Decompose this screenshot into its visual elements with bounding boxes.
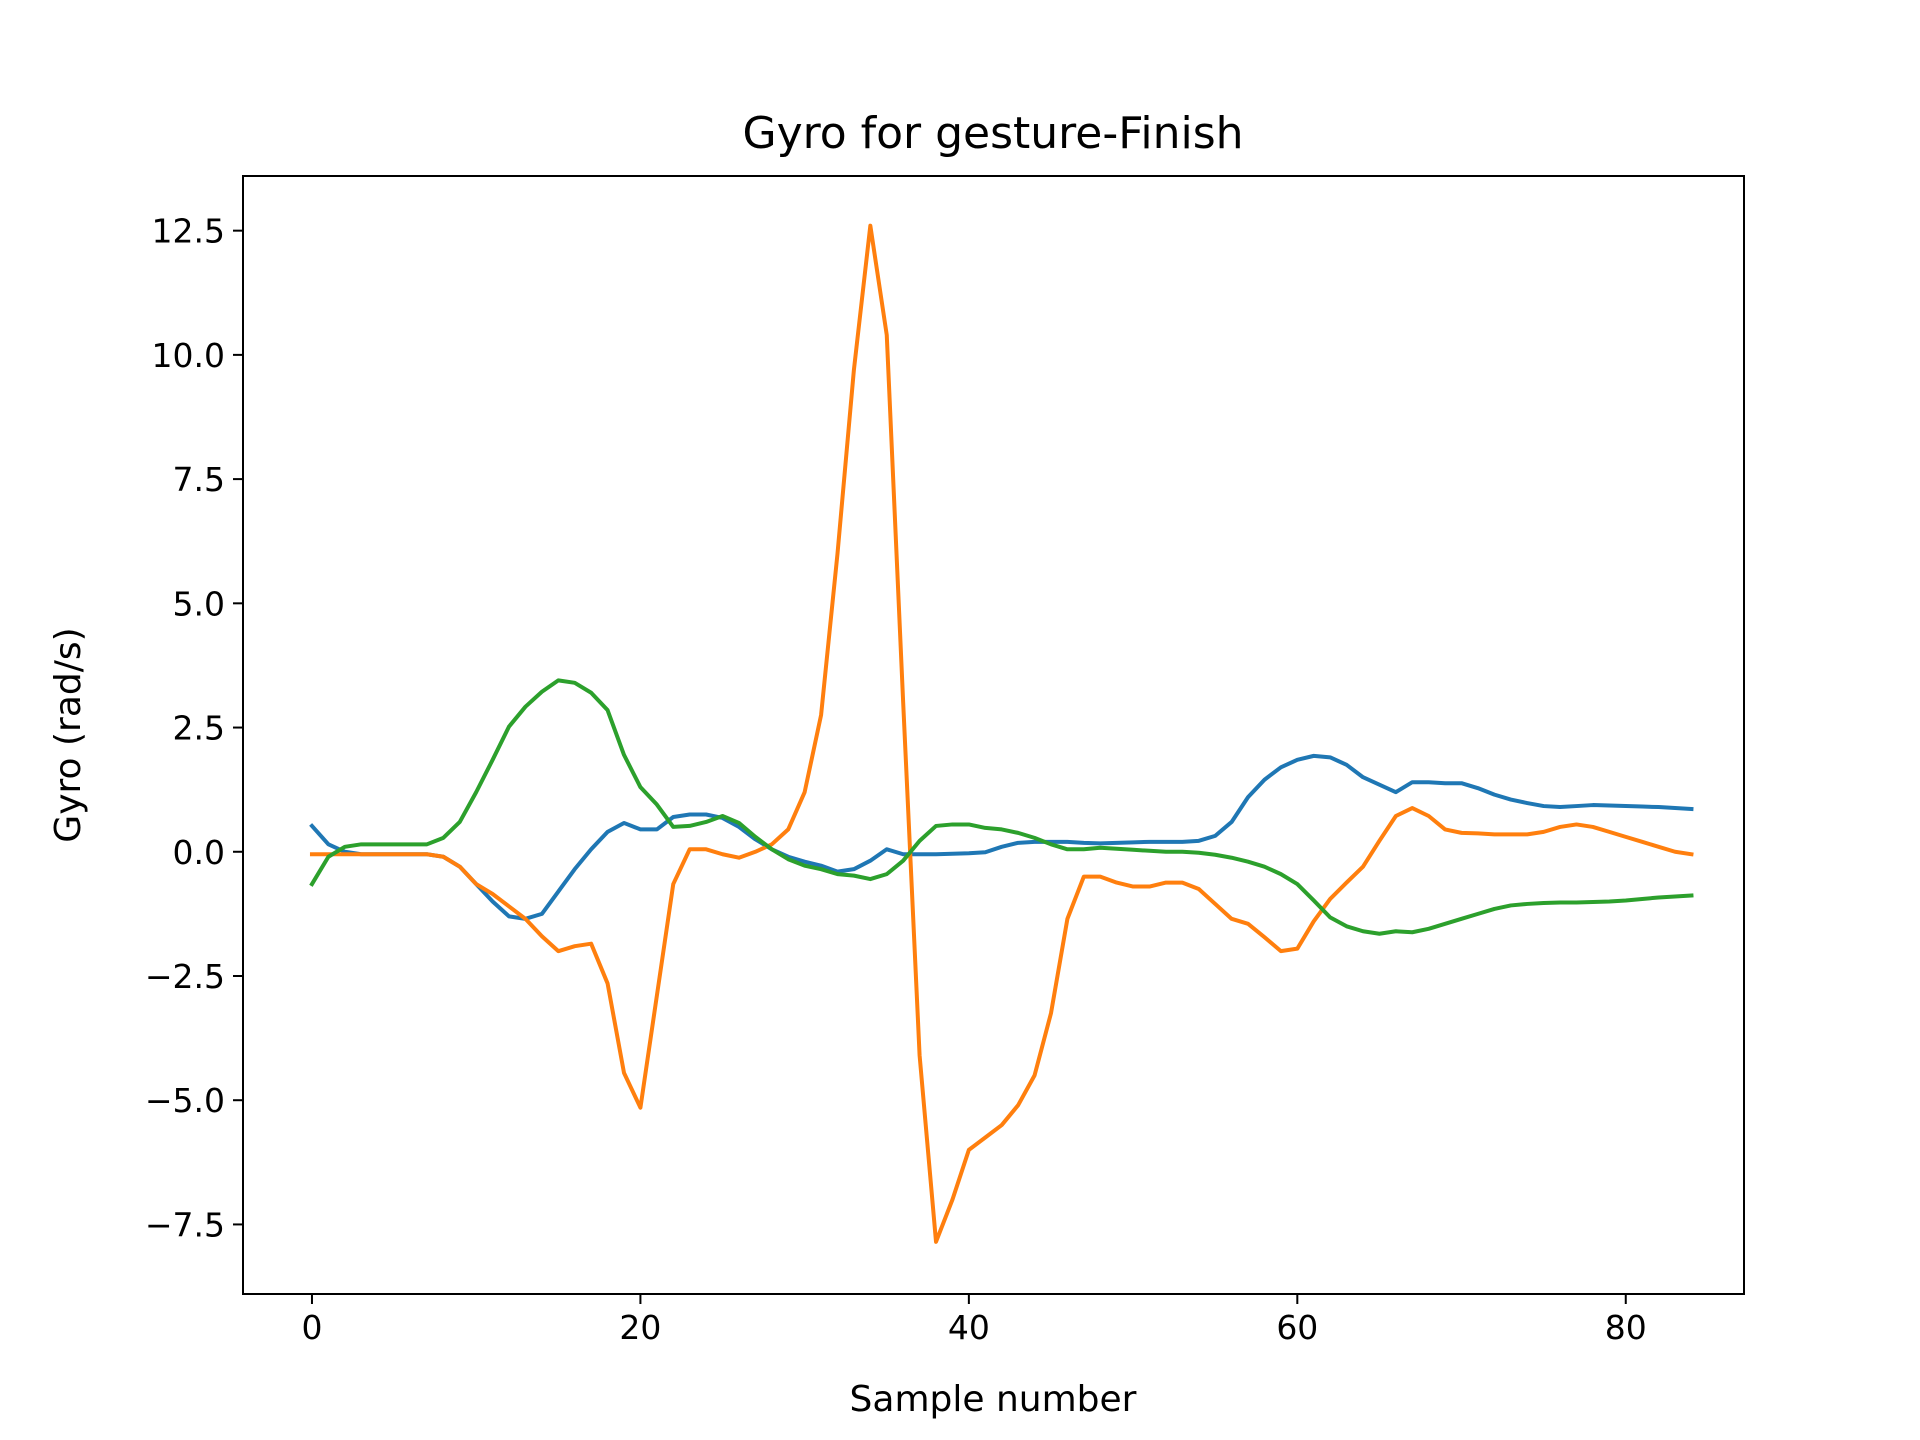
y-tick-label: 7.5	[173, 460, 225, 499]
y-tick-label: −5.0	[145, 1081, 225, 1120]
y-tick-label: 0.0	[173, 833, 225, 872]
y-axis-label: Gyro (rad/s)	[48, 627, 89, 842]
x-tick-label: 80	[1605, 1308, 1647, 1347]
y-tick-label: −7.5	[145, 1205, 225, 1244]
x-tick-label: 60	[1276, 1308, 1318, 1347]
x-tick-label: 20	[619, 1308, 661, 1347]
x-tick-label: 0	[301, 1308, 322, 1347]
x-tick-label: 40	[948, 1308, 990, 1347]
y-tick-label: 12.5	[152, 212, 225, 251]
series-line-2	[309, 223, 1694, 1244]
series-layer	[309, 223, 1694, 1244]
chart-title: Gyro for gesture-Finish	[742, 108, 1243, 159]
y-tick-label: −2.5	[145, 957, 225, 996]
x-axis-label: Sample number	[850, 1379, 1137, 1420]
y-tick-label: 5.0	[173, 584, 225, 623]
series-line-3	[309, 678, 1694, 936]
plot-frame	[242, 175, 1745, 1295]
ticks-layer: 0 20 40 60 80 12.5 10.0 7.5 5.0 2.5 0.0 −2.5 −5.0 −7.…	[145, 212, 1647, 1347]
y-tick-label: 2.5	[173, 709, 225, 748]
y-tick-label: 10.0	[152, 336, 225, 375]
series-line-1	[309, 753, 1694, 921]
